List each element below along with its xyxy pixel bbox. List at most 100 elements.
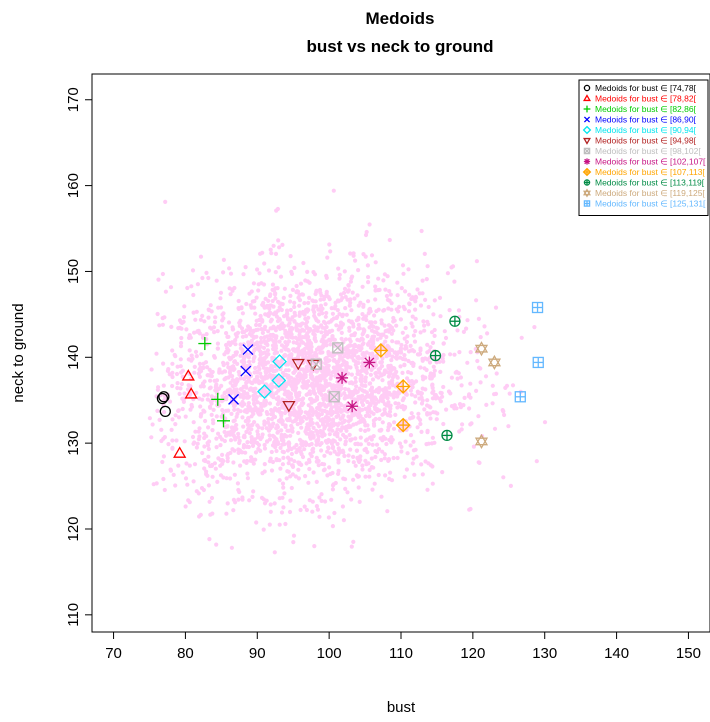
background-point <box>380 399 385 404</box>
background-point <box>297 378 302 383</box>
legend-label: Medoids for bust ∈ [82,86[ <box>595 104 697 114</box>
background-point <box>366 311 371 316</box>
background-point <box>155 408 160 413</box>
background-point <box>213 315 218 320</box>
background-point <box>312 332 317 337</box>
background-point <box>419 228 424 234</box>
background-point <box>402 405 408 410</box>
background-point <box>180 406 185 412</box>
background-point <box>177 325 182 330</box>
background-point <box>358 418 363 423</box>
background-point <box>228 357 233 362</box>
background-point <box>421 319 426 324</box>
background-point <box>176 408 181 414</box>
background-point <box>179 370 184 375</box>
background-point <box>418 346 423 351</box>
background-point <box>212 354 217 359</box>
background-point <box>288 299 293 304</box>
background-point <box>362 351 367 356</box>
background-point <box>312 544 317 549</box>
background-point <box>460 422 465 427</box>
background-point <box>254 369 259 374</box>
background-point <box>401 271 406 276</box>
background-point <box>251 411 256 416</box>
background-point <box>186 383 191 388</box>
background-point <box>291 340 296 345</box>
background-point <box>195 441 200 446</box>
background-point <box>252 299 257 304</box>
legend-label: Medoids for bust ∈ [78,82[ <box>595 94 697 104</box>
background-point <box>197 331 202 336</box>
background-point <box>337 276 342 281</box>
background-point <box>231 327 236 332</box>
background-point <box>206 483 211 488</box>
background-point <box>190 268 196 273</box>
background-point <box>273 346 279 351</box>
background-point <box>258 371 263 376</box>
background-point <box>205 365 210 370</box>
background-point <box>157 417 162 422</box>
background-point <box>440 470 445 475</box>
background-point <box>296 411 301 416</box>
background-point <box>274 314 279 319</box>
background-point <box>196 429 201 434</box>
background-point <box>201 365 206 370</box>
background-point <box>392 366 397 371</box>
background-point <box>288 317 293 322</box>
background-point <box>326 349 331 355</box>
background-point <box>365 399 370 405</box>
background-point <box>353 379 358 384</box>
background-point <box>304 392 309 397</box>
background-point <box>250 443 256 448</box>
background-point <box>270 298 275 304</box>
background-point <box>318 418 323 423</box>
background-point <box>207 386 212 391</box>
background-point <box>307 280 312 285</box>
background-point <box>221 360 226 365</box>
background-point <box>519 335 524 340</box>
background-point <box>346 414 351 419</box>
background-point <box>336 460 341 465</box>
background-point <box>254 295 259 300</box>
background-point <box>406 267 411 272</box>
background-point <box>352 333 357 338</box>
background-point <box>349 372 354 377</box>
background-point <box>449 375 454 380</box>
background-point <box>369 323 374 328</box>
background-point <box>379 394 384 399</box>
background-point <box>162 410 167 415</box>
background-point <box>161 476 166 482</box>
background-point <box>228 292 233 297</box>
background-point <box>211 407 216 412</box>
background-point <box>357 406 362 411</box>
background-point <box>442 329 447 334</box>
background-point <box>452 279 457 284</box>
background-point <box>166 367 171 372</box>
background-point <box>282 392 287 397</box>
background-point <box>161 383 166 388</box>
background-point <box>272 369 277 374</box>
background-point <box>184 461 189 466</box>
legend-marker <box>583 137 591 145</box>
background-point <box>231 508 236 513</box>
background-point <box>343 306 348 311</box>
background-point <box>385 343 390 348</box>
background-point <box>372 334 377 339</box>
background-point <box>253 365 258 371</box>
medoid-point <box>257 384 272 400</box>
background-point <box>413 394 418 399</box>
background-point <box>418 303 424 308</box>
background-point <box>331 316 336 321</box>
background-point <box>318 383 323 388</box>
background-point <box>376 472 381 478</box>
x-tick-label: 130 <box>532 645 557 662</box>
background-point <box>424 442 429 447</box>
background-point <box>380 438 385 443</box>
background-point <box>275 397 280 402</box>
background-point <box>280 403 285 408</box>
background-point <box>226 340 231 345</box>
background-point <box>493 305 499 310</box>
background-point <box>202 431 207 436</box>
background-point <box>329 405 334 410</box>
background-point <box>195 282 200 287</box>
